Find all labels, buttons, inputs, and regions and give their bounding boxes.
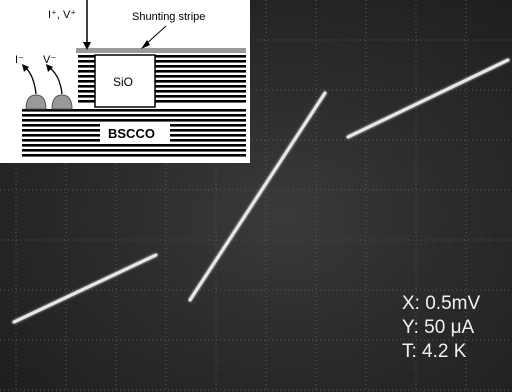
bscco-layer-stripe (22, 119, 246, 122)
mesa-layer-stripe (78, 80, 95, 83)
voltage-minus-lead (49, 67, 63, 95)
shunting-arrowhead (141, 40, 150, 49)
bscco-label-box (100, 123, 170, 143)
mesa-layer-stripe (78, 70, 95, 73)
trace-upper-branch (346, 58, 510, 139)
top-lead-arrowhead (83, 42, 91, 50)
voltage-minus-label: V⁻ (43, 54, 56, 66)
top-lead-label: I⁺, V⁺ (48, 9, 76, 21)
x-scale-readout: X: 0.5mV (402, 293, 481, 314)
layered-mesa (78, 55, 246, 103)
mesa-layer-stripe (78, 100, 95, 103)
mesa-layer-stripe (78, 55, 95, 58)
mesa-layer-stripe (155, 60, 246, 63)
bscco-layer-stripe (22, 114, 246, 117)
current-minus-arrowhead (22, 64, 29, 72)
mesa-layer-stripe (78, 75, 95, 78)
sio-label: SiO (113, 75, 133, 89)
mesa-layer-stripe (155, 55, 246, 58)
y-scale-readout: Y: 50 μA (402, 317, 475, 338)
mesa-layer-stripe (78, 85, 95, 88)
bscco-label: BSCCO (108, 126, 155, 141)
shunting-stripe-label: Shunting stripe (132, 11, 205, 23)
mesa-layer-stripe (155, 75, 246, 78)
voltage-minus-arrowhead (46, 64, 53, 72)
mesa-layer-stripe (155, 95, 246, 98)
trace-lower-branch (12, 253, 158, 324)
mesa-layer-stripe (155, 90, 246, 93)
mesa-layer-stripe (155, 70, 246, 73)
mesa-layer-stripe (155, 100, 246, 103)
bscco-layer-stripe (22, 109, 246, 112)
mesa-layer-stripe (78, 60, 95, 63)
mesa-layer-stripe (78, 90, 95, 93)
mesa-layer-stripe (78, 65, 95, 68)
sample-schematic-inset: SiO BSCCO I⁺, V⁺ Shunting stripe I⁻ V (0, 0, 250, 163)
mesa-layer-stripe (78, 95, 95, 98)
sio-block (94, 54, 156, 108)
mesa-layer-stripe (155, 65, 246, 68)
bscco-layer-stripe (22, 154, 246, 157)
iv-traces (12, 58, 510, 324)
bscco-layer-stripe (22, 149, 246, 152)
mesa-layer-stripe (155, 85, 246, 88)
shunting-stripe (76, 48, 246, 53)
contact-pad-voltage (51, 94, 73, 110)
current-minus-label: I⁻ (15, 54, 24, 66)
bscco-layer-stripe (22, 144, 246, 147)
temperature-readout: T: 4.2 K (402, 341, 467, 362)
shunting-arrow-line (144, 25, 167, 46)
current-minus-lead (25, 67, 37, 95)
contact-pad-current (25, 94, 47, 110)
trace-middle-branch (188, 91, 327, 302)
mesa-layer-stripe (155, 80, 246, 83)
